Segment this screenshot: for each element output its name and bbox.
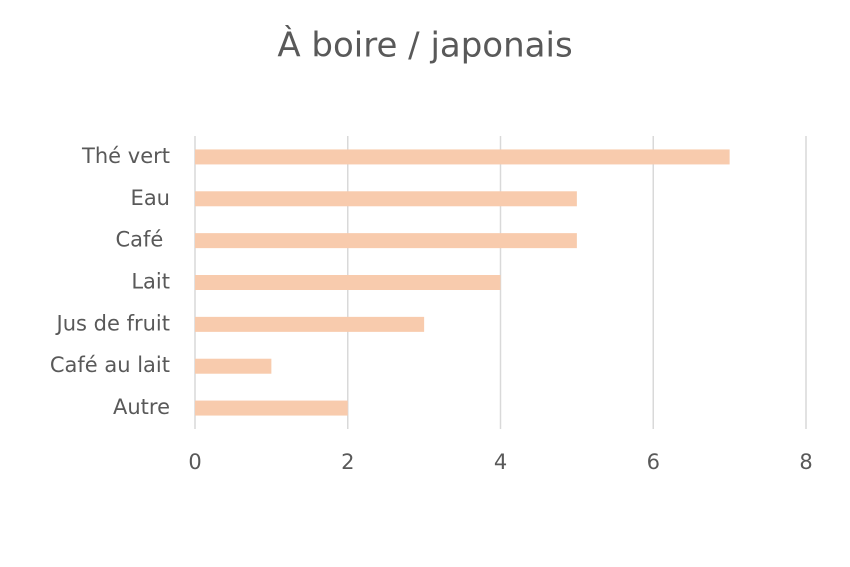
x-tick-label: 0 <box>188 450 201 474</box>
y-tick-label: Jus de fruit <box>55 311 170 335</box>
bar <box>195 400 348 416</box>
y-tick-label: Autre <box>113 395 170 419</box>
bar <box>195 316 425 332</box>
x-tick-label: 8 <box>799 450 812 474</box>
y-tick-label: Lait <box>131 270 170 294</box>
x-tick-label: 6 <box>647 450 660 474</box>
y-tick-label: Eau <box>131 186 170 210</box>
bar <box>195 275 501 290</box>
x-tick-label: 4 <box>494 450 507 474</box>
bar <box>195 233 577 249</box>
x-tick-label: 2 <box>341 450 354 474</box>
y-tick-label: Thé vert <box>81 144 170 168</box>
bar <box>195 358 272 374</box>
bar <box>195 191 577 207</box>
y-tick-label: Café au lait <box>50 353 170 377</box>
bar <box>195 149 730 165</box>
y-tick-label: Café <box>115 228 170 252</box>
chart-title: À boire / japonais <box>277 25 572 66</box>
